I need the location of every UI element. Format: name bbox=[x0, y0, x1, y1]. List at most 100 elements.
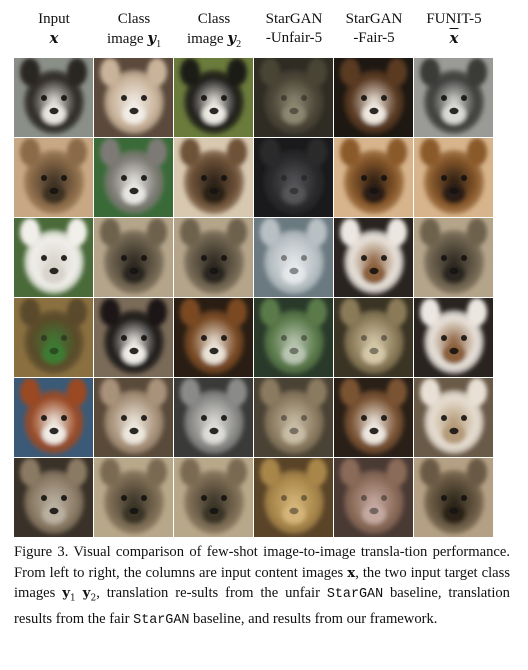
image-cell-dog-brown-white bbox=[334, 378, 413, 457]
column-headers: Input x Class image y1 Class image y2 St… bbox=[14, 10, 514, 60]
blurry-dark-dog-image bbox=[254, 138, 333, 217]
blurry-dog-tan-image bbox=[334, 298, 413, 377]
blurry-dog-green-image bbox=[254, 298, 333, 377]
header-stargan-fair-sub: -Fair-5 bbox=[353, 30, 395, 46]
image-cell-collie-dog bbox=[174, 298, 253, 377]
caption-text-1: Figure 3. Visual comparison of few-shot … bbox=[14, 544, 510, 581]
header-class-2-symbol: y bbox=[227, 29, 237, 47]
image-cell-blurry-cat-tan bbox=[254, 378, 333, 457]
dog-shih-tzu-image bbox=[94, 58, 173, 137]
brittany-spaniel-image bbox=[14, 378, 93, 457]
dog-white-brown-image bbox=[414, 298, 493, 377]
header-stargan-fair: StarGAN -Fair-5 bbox=[334, 10, 414, 48]
meerkat-face-image bbox=[414, 458, 493, 537]
image-cell-coyote bbox=[14, 138, 93, 217]
image-cell-dog-black-white-fluffy bbox=[174, 58, 253, 137]
dog-brown-black-image bbox=[334, 58, 413, 137]
blurry-cat-white-image bbox=[254, 218, 333, 297]
blurry-cat-tan-image bbox=[254, 378, 333, 457]
image-cell-dog-white-brown bbox=[414, 298, 493, 377]
image-cell-tabby-cat bbox=[174, 218, 253, 297]
small-fluffy-dog-image bbox=[94, 378, 173, 457]
blurry-creature-image bbox=[14, 298, 93, 377]
image-cell-blurry-dog-tan bbox=[334, 298, 413, 377]
header-stargan-unfair-sub: -Unfair-5 bbox=[265, 30, 323, 46]
header-funit: FUNIT-5 x bbox=[414, 10, 494, 49]
header-stargan-unfair: StarGAN -Unfair-5 bbox=[254, 10, 334, 48]
header-input: Input x bbox=[14, 10, 94, 49]
dog-black-white-fluffy-image bbox=[174, 58, 253, 137]
header-class-1: Class image y1 bbox=[94, 10, 174, 54]
image-cell-border-collie bbox=[94, 298, 173, 377]
caption-symbol-y2-sub: 2 bbox=[90, 593, 97, 604]
white-dog-image bbox=[14, 218, 93, 297]
image-grid bbox=[14, 58, 494, 538]
shepherd-dog-image bbox=[334, 138, 413, 217]
image-cell-small-fluffy-dog-gray bbox=[174, 378, 253, 457]
image-cell-coyote-gray bbox=[14, 458, 93, 537]
image-cell-dog-brown-black bbox=[334, 58, 413, 137]
image-cell-meerkat bbox=[94, 458, 173, 537]
caption-text-3: , translation re-sults from the unfair bbox=[96, 585, 327, 601]
border-collie-image bbox=[94, 298, 173, 377]
image-cell-tabby-cat bbox=[414, 218, 493, 297]
caption-symbol-y1: y bbox=[62, 585, 71, 601]
tabby-cat-image bbox=[414, 218, 493, 297]
caption-symbol-y2: y bbox=[82, 585, 91, 601]
header-class-1-symbol: y bbox=[147, 29, 157, 47]
coyote-gray-image bbox=[14, 458, 93, 537]
image-cell-brittany-spaniel bbox=[14, 378, 93, 457]
image-cell-husky-dog bbox=[94, 138, 173, 217]
dog-white-brown-image bbox=[334, 218, 413, 297]
tabby-cat-image bbox=[174, 218, 253, 297]
image-cell-blurry-dog-dark bbox=[254, 58, 333, 137]
dog-brown-white-image bbox=[334, 378, 413, 457]
caption-stargan-1: StarGAN bbox=[326, 587, 384, 602]
dog-black-white-image bbox=[14, 58, 93, 137]
header-funit-symbol: x bbox=[449, 29, 459, 47]
header-stargan-fair-label: StarGAN bbox=[345, 11, 403, 27]
akita-dog-image bbox=[174, 138, 253, 217]
coyote-image bbox=[14, 138, 93, 217]
image-cell-tabby-cat bbox=[94, 218, 173, 297]
header-class-1-prefix: image bbox=[106, 31, 148, 47]
caption-text-2: , the two input target class images bbox=[14, 564, 510, 602]
image-cell-shepherd-dog bbox=[414, 138, 493, 217]
image-cell-white-dog bbox=[14, 218, 93, 297]
blurry-dog-dark-image bbox=[254, 58, 333, 137]
caption-symbol-y1-sub: 1 bbox=[70, 593, 76, 604]
shepherd-dog-image bbox=[414, 138, 493, 217]
image-cell-dog-white-brown bbox=[334, 218, 413, 297]
image-cell-dog-shih-tzu bbox=[94, 58, 173, 137]
header-class-2-label: Class bbox=[197, 11, 231, 27]
header-funit-label: FUNIT-5 bbox=[426, 11, 482, 27]
meerkat-image bbox=[174, 458, 253, 537]
header-class-2: Class image y2 bbox=[174, 10, 254, 54]
image-cell-shepherd-dog bbox=[334, 138, 413, 217]
caption-text-5: baseline, and results from our framework… bbox=[189, 611, 438, 628]
figure-caption: Figure 3. Visual comparison of few-shot … bbox=[14, 542, 510, 632]
image-cell-meerkat-face bbox=[414, 458, 493, 537]
small-fluffy-dog-gray-image bbox=[174, 378, 253, 457]
header-class-2-prefix: image bbox=[186, 31, 228, 47]
caption-text-4: baseline, translation results from the f… bbox=[14, 585, 510, 628]
image-cell-small-fluffy-dog bbox=[94, 378, 173, 457]
image-cell-blurry-cat-white bbox=[254, 218, 333, 297]
dog-gray-white-image bbox=[414, 58, 493, 137]
image-cell-akita-dog bbox=[174, 138, 253, 217]
meerkat-image bbox=[94, 458, 173, 537]
caption-symbol-x: x bbox=[347, 564, 356, 581]
image-cell-blurry-meerkat bbox=[254, 458, 333, 537]
tabby-cat-image bbox=[94, 218, 173, 297]
image-cell-blurry-dog-green bbox=[254, 298, 333, 377]
collie-dog-image bbox=[174, 298, 253, 377]
header-input-label: Input bbox=[38, 11, 70, 27]
image-cell-blurry-dark-dog bbox=[254, 138, 333, 217]
blurry-coyote-image bbox=[334, 458, 413, 537]
header-stargan-unfair-label: StarGAN bbox=[265, 11, 323, 27]
header-class-2-subscript: 2 bbox=[236, 39, 242, 50]
image-cell-meerkat bbox=[174, 458, 253, 537]
header-class-1-subscript: 1 bbox=[156, 39, 162, 50]
blurry-meerkat-image bbox=[254, 458, 333, 537]
header-class-1-label: Class bbox=[117, 11, 151, 27]
